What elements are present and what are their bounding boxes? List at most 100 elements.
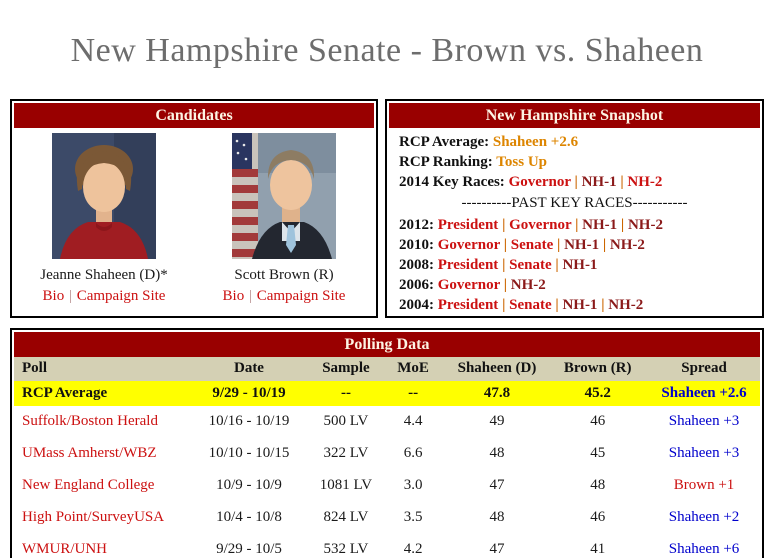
year-label: 2010: <box>399 236 434 253</box>
rcp-average-row: RCP Average 9/29 - 10/19 -- -- 47.8 45.2… <box>14 380 760 406</box>
separator: | <box>502 216 506 233</box>
race-link-2010-senate[interactable]: Senate <box>510 236 554 253</box>
race-link-2014-governor[interactable]: Governor <box>508 173 571 190</box>
spread-cell: Shaheen +2 <box>668 509 740 526</box>
shaheen-campaign-link[interactable]: Campaign Site <box>76 287 166 304</box>
separator: | <box>620 173 624 190</box>
brown-cell: 46 <box>590 509 606 526</box>
poll-link-umass-amherst-wbz[interactable]: UMass Amherst/WBZ <box>22 445 157 462</box>
polling-table: Poll Date Sample MoE Shaheen (D) Brown (… <box>14 356 760 558</box>
snapshot-panel: New Hampshire Snapshot RCP Average: Shah… <box>385 98 764 318</box>
candidates-body: Jeanne Shaheen (D)* Bio | Campaign Site <box>14 128 374 305</box>
brown-cell: 45 <box>590 445 606 462</box>
poll-link-suffolk-boston-herald[interactable]: Suffolk/Boston Herald <box>22 413 158 430</box>
date-cell: 10/16 - 10/19 <box>208 413 290 430</box>
race-link-2012-president[interactable]: President <box>437 216 499 233</box>
separator: | <box>503 276 508 293</box>
column-header-shaheen: Shaheen (D) <box>457 360 537 377</box>
rcp-ranking-label: RCP Ranking: <box>399 153 493 170</box>
race-link-2014-nh1[interactable]: NH-1 <box>581 173 617 190</box>
snapshot-panel-header: New Hampshire Snapshot <box>389 102 760 128</box>
race-link-2010-nh1[interactable]: NH-1 <box>564 236 600 253</box>
separator: | <box>557 236 561 253</box>
candidates-panel-header: Candidates <box>14 102 374 128</box>
avg-shaheen-cell: 47.8 <box>483 384 511 401</box>
race-link-2004-senate[interactable]: Senate <box>509 296 552 313</box>
year-label: 2004: <box>399 296 434 313</box>
polling-header-row: Poll Date Sample MoE Shaheen (D) Brown (… <box>14 356 760 381</box>
separator: | <box>502 256 506 273</box>
shaheen-cell: 48 <box>489 509 505 526</box>
poll-cell: High Point/SurveyUSA <box>14 502 186 534</box>
separator: | <box>601 296 605 313</box>
candidate-brown: Scott Brown (R) Bio | Campaign Site <box>194 132 374 305</box>
sample-cell: 532 LV <box>323 541 369 558</box>
year-label: 2008: <box>399 256 434 273</box>
separator: | <box>68 287 72 304</box>
rcp-average-label: RCP Average: <box>399 133 490 150</box>
date-cell: 10/10 - 10/15 <box>208 445 290 462</box>
shaheen-bio-link[interactable]: Bio <box>42 287 65 304</box>
date-cell: 10/9 - 10/9 <box>216 477 282 494</box>
spread-cell: Brown +1 <box>673 477 735 494</box>
poll-row: New England College 10/9 - 10/9 1081 LV … <box>14 470 760 502</box>
avg-sample-cell: -- <box>340 384 351 401</box>
candidate-name-brown: Scott Brown (R) <box>234 266 334 283</box>
spread-cell: Shaheen +3 <box>668 413 740 430</box>
polling-panel-header: Polling Data <box>14 331 760 357</box>
rcp-ranking-value: Toss Up <box>496 153 547 170</box>
key-races-2014-line: 2014 Key Races: Governor | NH-1 | NH-2 <box>399 173 750 192</box>
race-link-2004-president[interactable]: President <box>437 296 499 313</box>
rcp-ranking-line: RCP Ranking: Toss Up <box>399 153 750 172</box>
brown-campaign-link[interactable]: Campaign Site <box>256 287 346 304</box>
polling-panel: Polling Data Poll Date Sample MoE Shahee… <box>10 327 764 558</box>
avg-poll-cell: RCP Average <box>22 384 108 401</box>
sample-cell: 322 LV <box>323 445 369 462</box>
brown-cell: 46 <box>590 413 606 430</box>
avg-moe-cell: -- <box>408 384 419 401</box>
race-link-2008-president[interactable]: President <box>437 256 499 273</box>
race-link-2006-nh2[interactable]: NH-2 <box>510 276 546 293</box>
poll-row: UMass Amherst/WBZ 10/10 - 10/15 322 LV 6… <box>14 438 760 470</box>
separator: | <box>602 236 607 253</box>
race-link-2012-nh1[interactable]: NH-1 <box>582 216 618 233</box>
race-link-2004-nh2[interactable]: NH-2 <box>608 296 644 313</box>
shaheen-cell: 48 <box>489 445 505 462</box>
separator: | <box>502 296 506 313</box>
race-link-2012-nh2[interactable]: NH-2 <box>627 216 663 233</box>
race-link-2004-nh1[interactable]: NH-1 <box>562 296 598 313</box>
poll-cell: UMass Amherst/WBZ <box>14 438 186 470</box>
shaheen-photo <box>52 132 156 259</box>
separator: | <box>620 216 625 233</box>
race-link-2006-governor[interactable]: Governor <box>437 276 500 293</box>
race-link-2012-governor[interactable]: Governor <box>509 216 572 233</box>
poll-cell: Suffolk/Boston Herald <box>14 406 186 438</box>
sample-cell: 500 LV <box>323 413 369 430</box>
key-races-2014-label: 2014 Key Races: <box>399 173 505 190</box>
poll-link-new-england-college[interactable]: New England College <box>22 477 155 494</box>
race-link-2014-nh2[interactable]: NH-2 <box>627 173 663 190</box>
poll-link-wmur-unh[interactable]: WMUR/UNH <box>22 541 107 558</box>
avg-date-cell: 9/29 - 10/19 <box>212 384 286 401</box>
year-label: 2006: <box>399 276 434 293</box>
brown-bio-link[interactable]: Bio <box>222 287 245 304</box>
separator: | <box>555 296 559 313</box>
column-header-sample: Sample <box>322 360 370 377</box>
race-link-2010-nh2[interactable]: NH-2 <box>609 236 645 253</box>
brown-photo <box>232 132 336 259</box>
race-link-2008-nh1[interactable]: NH-1 <box>562 256 598 273</box>
moe-cell: 4.2 <box>403 541 423 558</box>
column-header-date: Date <box>233 360 264 377</box>
poll-row: High Point/SurveyUSA 10/4 - 10/8 824 LV … <box>14 502 760 534</box>
candidate-links-brown: Bio | Campaign Site <box>194 288 374 305</box>
rcp-average-value: Shaheen +2.6 <box>492 133 579 150</box>
page-title: New Hampshire Senate - Brown vs. Shaheen <box>70 31 704 69</box>
race-link-2008-senate[interactable]: Senate <box>509 256 552 273</box>
column-header-poll: Poll <box>22 360 47 377</box>
sample-cell: 1081 LV <box>319 477 373 494</box>
date-cell: 10/4 - 10/8 <box>216 509 282 526</box>
brown-cell: 48 <box>590 477 606 494</box>
poll-link-high-point-surveyusa[interactable]: High Point/SurveyUSA <box>22 509 165 526</box>
poll-cell: WMUR/UNH <box>14 534 186 558</box>
race-link-2010-governor[interactable]: Governor <box>437 236 500 253</box>
